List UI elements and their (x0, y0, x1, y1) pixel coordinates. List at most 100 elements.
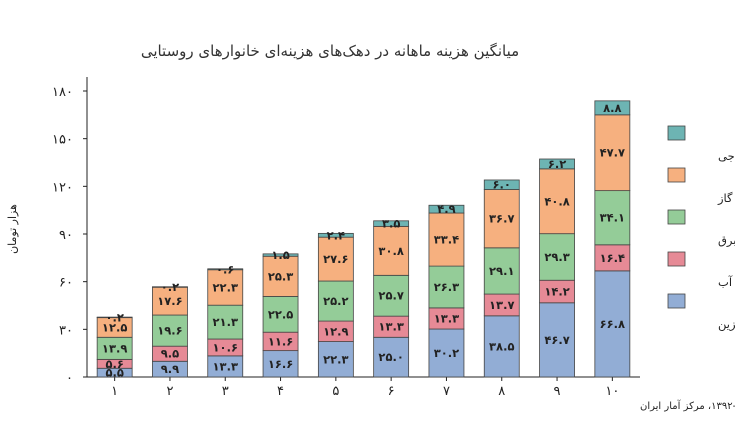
data-label: ۱۳.۹ (102, 341, 127, 355)
data-label: ۲۹.۱ (489, 264, 514, 278)
data-label: ۲۱.۳ (213, 315, 238, 329)
bar-segment (428, 265, 465, 309)
data-label: ۱۳.۳ (213, 359, 238, 373)
bar-segment (317, 232, 354, 238)
bar-segment (207, 304, 244, 340)
x-tick-label: ۲ (166, 384, 173, 399)
legend-label: سی‌ان‌جی (718, 149, 735, 163)
bar-segment (428, 204, 465, 214)
bar-segment (483, 189, 520, 249)
bar-segment (317, 341, 354, 378)
data-label: ۴۰.۸ (544, 194, 569, 208)
data-label: ۲۵.۳ (268, 269, 293, 283)
data-label: ۲۷.۶ (323, 252, 348, 266)
data-label: ۱۶.۴ (600, 251, 625, 265)
y-tick-label: ۳۰ (59, 323, 73, 338)
bar-segment (594, 190, 631, 246)
data-label: ۴.۹ (437, 202, 455, 216)
legend: سی‌ان‌جی گاز برق آب بنزین (667, 125, 735, 332)
x-tick-label: ۷ (443, 384, 450, 399)
data-label: ۳۶.۷ (489, 212, 514, 226)
data-label: ۹.۵ (161, 347, 179, 361)
data-label: ۲۵.۷ (378, 289, 403, 303)
bar-segment (483, 179, 520, 190)
source-note: منبع: داده‌های هزینه و درآمد خانوار ۹۳-۱… (640, 399, 735, 412)
data-label: ۵.۶ (105, 357, 123, 371)
bar-segment (262, 296, 299, 333)
data-label: ۸.۸ (603, 101, 621, 115)
data-label: ۶۶.۸ (600, 317, 625, 331)
x-tick-label: ۴ (277, 384, 284, 399)
y-tick-label: ۶۰ (59, 276, 73, 291)
bar-segment (207, 268, 244, 271)
data-label: ۱۴.۲ (544, 285, 569, 299)
bar-segment (152, 286, 188, 288)
data-label: ۶.۲ (548, 157, 566, 171)
data-label: ۱۳.۳ (434, 311, 459, 325)
x-tick-label: ۵ (332, 384, 339, 399)
data-label: ۳۴.۱ (600, 211, 625, 225)
data-label: ۱.۵ (271, 248, 289, 262)
data-label: ۱۷.۶ (157, 294, 182, 308)
data-label: ۲۲.۳ (323, 352, 348, 366)
legend-swatch (667, 209, 686, 225)
legend-label: بنزین (718, 317, 735, 332)
data-label: ۴۶.۷ (544, 333, 569, 347)
data-label: ۴۷.۷ (600, 146, 625, 160)
x-tick-label: ۶ (388, 384, 395, 399)
bar-segment (152, 314, 188, 347)
x-tick-label: ۱ (111, 384, 118, 399)
y-tick-label: ۱۸۰ (52, 85, 73, 100)
data-label: ۳۰.۸ (378, 244, 403, 258)
y-tick-label: ۰ (66, 371, 73, 386)
data-label: ۱۶.۶ (268, 357, 293, 371)
data-label: ۱۳.۳ (378, 320, 403, 334)
data-label: ۳۳.۴ (434, 233, 459, 247)
data-label: ۶.۰ (493, 178, 511, 192)
data-label: ۰.۲ (161, 280, 179, 294)
data-label: ۳۰.۲ (434, 346, 459, 360)
data-label: ۲۹.۳ (544, 250, 569, 264)
bar-segment (317, 236, 354, 282)
bar-segment (539, 302, 575, 378)
bar-segment (594, 100, 631, 116)
bar-segment (262, 350, 299, 378)
legend-swatch (667, 125, 686, 141)
data-label: ۲۲.۳ (213, 280, 238, 294)
x-tick-label: ۸ (498, 384, 505, 399)
bar-segment (428, 328, 465, 378)
data-label: ۱۲.۹ (323, 324, 348, 338)
data-label: ۰.۲ (105, 310, 123, 324)
bar-segment (483, 315, 520, 378)
bar-segment (373, 225, 410, 276)
legend-swatch (667, 167, 686, 183)
y-tick-label: ۱۲۰ (52, 180, 73, 195)
legend-label: برق (718, 233, 735, 248)
data-label: ۰.۶ (216, 262, 234, 276)
chart-title: میانگین هزینه ماهانه در دهک‌های هزینه‌ای… (141, 42, 519, 60)
data-label: ۱۹.۶ (157, 324, 182, 338)
legend-label: آب (718, 275, 733, 289)
data-label: ۲۲.۵ (268, 307, 293, 321)
data-label: ۹.۹ (161, 362, 179, 376)
bar-segment (317, 280, 354, 322)
bar-segment (373, 220, 410, 227)
bars: ۵.۵۵.۶۱۳.۹۱۲.۵۰.۲۹.۹۹.۵۱۹.۶۱۷.۶۰.۲۱۳.۳۱۰… (96, 100, 631, 380)
data-label: ۲۵.۰ (378, 350, 403, 364)
data-label: ۲۵.۲ (323, 294, 348, 308)
legend-label: گاز (717, 191, 733, 206)
bar-segment (207, 269, 244, 306)
data-label: ۱۳.۷ (489, 298, 514, 312)
data-label: ۱۲.۵ (102, 320, 127, 334)
bar-segment (373, 336, 410, 378)
x-tick-label: ۹ (554, 384, 561, 399)
data-label: ۲۶.۳ (434, 280, 459, 294)
data-label: ۳.۵ (382, 217, 400, 231)
bar-segment (262, 253, 299, 257)
legend-swatch (667, 293, 686, 309)
y-axis-label: هزار تومان (6, 204, 19, 254)
y-tick-label: ۹۰ (59, 228, 73, 243)
bar-segment (428, 212, 465, 267)
bar-segment (594, 270, 631, 378)
